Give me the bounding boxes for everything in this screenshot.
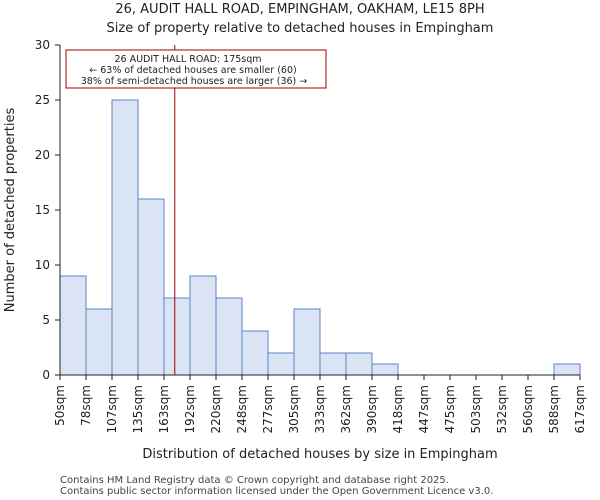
y-tick-label: 25 (35, 93, 50, 107)
histogram-bar-192sqm (189, 275, 217, 376)
x-tick-label: 163sqm (157, 385, 171, 433)
histogram-bar-588sqm (553, 363, 581, 376)
histogram-bar-390sqm (371, 363, 399, 376)
annotation-line-3: 38% of semi-detached houses are larger (… (81, 76, 308, 87)
x-tick-label: 78sqm (79, 385, 93, 426)
x-tick-label: 220sqm (209, 385, 223, 433)
histogram-bar-305sqm (293, 308, 321, 376)
histogram-bar-333sqm (319, 352, 347, 376)
histogram-bar-248sqm (241, 330, 269, 376)
x-tick-label: 135sqm (131, 385, 145, 433)
y-tick-label: 10 (35, 258, 50, 272)
chart-title: 26, AUDIT HALL ROAD, EMPINGHAM, OAKHAM, … (115, 2, 484, 17)
x-tick-label: 475sqm (443, 385, 457, 433)
y-axis-label: Number of detached properties (3, 108, 18, 313)
y-tick-label: 15 (35, 203, 50, 217)
x-tick-label: 390sqm (365, 385, 379, 433)
x-axis-label: Distribution of detached houses by size … (142, 447, 497, 462)
histogram-bar-220sqm (215, 297, 243, 376)
x-tick-label: 248sqm (235, 385, 249, 433)
histogram-bar-362sqm (345, 352, 373, 376)
bars-group (59, 99, 581, 376)
x-tick-label: 560sqm (521, 385, 535, 433)
y-tick-label: 5 (42, 313, 50, 327)
x-axis-ticks: 50sqm 78sqm 107sqm 135sqm 163sqm 192sqm 220sqm… (53, 375, 587, 433)
footer-line-1: Contains HM Land Registry data © Crown c… (60, 475, 449, 486)
x-tick-label: 447sqm (417, 385, 431, 433)
x-tick-label: 588sqm (547, 385, 561, 433)
x-tick-label: 532sqm (495, 385, 509, 433)
histogram-bar-135sqm (137, 198, 165, 376)
x-tick-label: 50sqm (53, 385, 67, 426)
x-tick-label: 277sqm (261, 385, 275, 433)
histogram-bar-277sqm (267, 352, 295, 376)
x-tick-label: 503sqm (469, 385, 483, 433)
annotation-frame (65, 49, 327, 89)
annotation-line-1: 26 AUDIT HALL ROAD: 175sqm (114, 54, 261, 65)
x-tick-label: 107sqm (105, 385, 119, 433)
chart-subtitle: Size of property relative to detached ho… (107, 21, 494, 36)
x-tick-label: 192sqm (183, 385, 197, 433)
y-tick-label: 0 (42, 368, 50, 382)
y-tick-label: 20 (35, 148, 50, 162)
x-tick-label: 305sqm (287, 385, 301, 433)
x-tick-label: 617sqm (573, 385, 587, 433)
x-tick-label: 333sqm (313, 385, 327, 433)
histogram-bar-50sqm (59, 275, 87, 376)
x-tick-label: 418sqm (391, 385, 405, 433)
x-tick-label: 362sqm (339, 385, 353, 433)
footer-line-2: Contains public sector information licen… (60, 486, 493, 497)
y-axis-ticks: 0 5 10 15 20 25 30 (35, 38, 60, 382)
annotation-box: 26 AUDIT HALL ROAD: 175sqm ← 63% of deta… (65, 49, 327, 89)
histogram-bar-107sqm (111, 99, 139, 376)
histogram-bar-78sqm (85, 308, 113, 376)
y-tick-label: 30 (35, 38, 50, 52)
histogram-bar-163sqm (163, 297, 191, 376)
annotation-line-2: ← 63% of detached houses are smaller (60… (89, 65, 296, 76)
